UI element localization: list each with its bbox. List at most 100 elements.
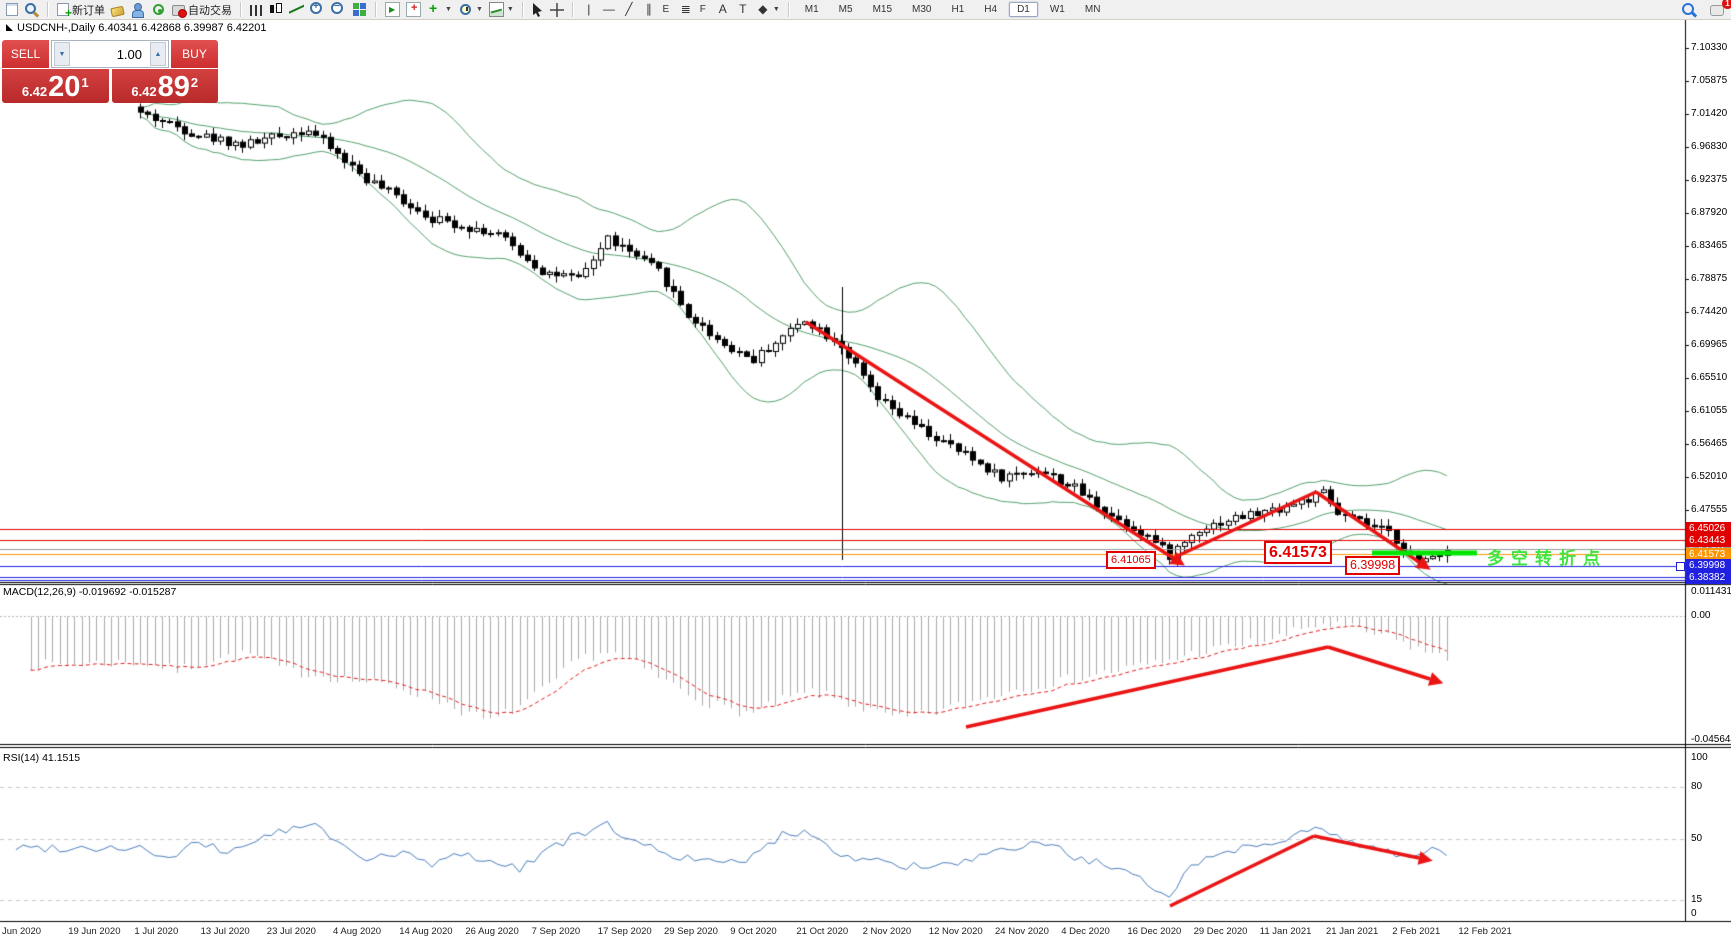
text-icon: A [718,2,727,16]
timeframe-button-m15[interactable]: M15 [872,4,893,15]
timeframe-button-mn[interactable]: MN [1084,4,1101,15]
toolbar-group-windows [0,0,45,19]
search-icon [1681,2,1696,17]
price-badge: 6.45026 [1686,522,1731,536]
macd-tick: 0.011431 [1691,586,1731,597]
volume-increase-button[interactable]: ▲ [150,42,166,66]
signals-icon [153,4,164,15]
volume-decrease-button[interactable]: ▼ [54,42,70,66]
autotrade-icon [172,5,187,18]
time-axis-label: 21 Oct 2020 [796,926,849,937]
equidistant-channel-button[interactable]: ∥ E [639,1,676,18]
time-axis-label: 12 Feb 2021 [1458,926,1512,937]
profile-button[interactable] [127,1,148,18]
channel-letter: E [662,4,670,15]
timeframe-button-h4[interactable]: H4 [984,4,998,15]
time-axis-label: 11 Jan 2021 [1259,926,1312,937]
toolbar-group-trading: 新订单 自动交易 [51,0,238,20]
buy-price-box[interactable]: 6.42 89 2 [111,69,218,103]
sell-price-box[interactable]: 6.42 20 1 [2,69,109,103]
line-chart-button[interactable] [286,1,307,18]
price-tick: 6.92375 [1691,174,1728,186]
bar-chart-icon [250,5,262,16]
line-chart-icon [289,2,304,17]
time-axis-label: 19 Jun 2020 [68,926,121,937]
chart-title: USDCNH-,Daily 6.40341 6.42868 6.39987 6.… [6,22,267,34]
buy-button[interactable]: BUY [171,40,218,68]
bar-chart-button[interactable] [247,2,265,17]
timeframe-button-m30[interactable]: M30 [912,4,932,15]
time-axis-label: 12 Nov 2020 [928,926,983,937]
price-tick: 6.83465 [1691,239,1728,251]
auto-scroll-button[interactable] [382,1,403,18]
hline-selection-handle[interactable] [1676,562,1685,571]
price-tick: 6.65510 [1691,371,1728,383]
sell-button[interactable]: SELL [2,40,49,68]
add-indicator-button[interactable]: ▼ [424,0,455,18]
search-button[interactable] [1678,1,1699,18]
vertical-line-button[interactable]: | [579,1,599,18]
macd-tick: -0.045644 [1691,734,1731,745]
zoom-out-button[interactable] [328,1,349,18]
time-axis-label: 29 Sep 2020 [664,926,718,937]
new-order-button[interactable]: 新订单 [54,1,108,20]
timeframe-button-d1[interactable]: D1 [1009,2,1038,17]
zoom-out-icon [331,1,346,17]
candlestick-chart-button[interactable] [265,1,286,18]
timeframe-button-w1[interactable]: W1 [1049,4,1065,15]
price-tick: 6.56465 [1691,438,1728,450]
price-label-low2[interactable]: 6.39998 [1345,556,1401,575]
text-label-button[interactable]: T [733,1,753,18]
indicator-windows-button[interactable]: ▼ [486,1,517,18]
candlestick-chart-icon [268,2,283,17]
timeframe-button-m1[interactable]: M1 [804,4,819,15]
price-tick: 6.74420 [1691,306,1728,318]
metaeditor-button[interactable] [108,3,127,17]
periods-button[interactable]: ▼ [455,1,486,18]
cursor-button[interactable] [529,2,547,18]
timeframe-button-h1[interactable]: H1 [951,4,965,15]
chat-badge: 1 [1722,0,1731,9]
shapes-button[interactable]: ◆ ▼ [753,1,783,18]
price-tick: 6.61055 [1691,404,1728,416]
price-label-peak[interactable]: 6.41573 [1264,541,1332,564]
tile-windows-button[interactable] [349,1,370,18]
turning-point-label[interactable]: 多空转折点 [1487,549,1607,568]
horizontal-line-button[interactable]: — [599,1,619,18]
crosshair-button[interactable] [547,2,567,18]
chat-button[interactable]: 1 [1707,0,1731,17]
price-badge: 6.38382 [1686,570,1731,584]
fibonacci-button[interactable]: ≣ F [676,1,713,18]
volume-input[interactable] [72,45,148,63]
chart-shift-button[interactable] [403,1,424,18]
toolbar-separator [240,2,242,17]
price-label-low1[interactable]: 6.41065 [1106,551,1156,569]
sell-price-small: 6.42 [21,84,48,99]
market-watch-button[interactable] [21,1,42,18]
time-axis-label: 7 Sep 2020 [531,926,581,937]
price-tick: 7.01420 [1691,107,1728,119]
toolbar-separator [521,2,524,17]
text-button[interactable]: A [713,1,733,18]
toolbar-separator [375,2,377,17]
timeframe-button-m5[interactable]: M5 [838,4,853,15]
zoom-in-button[interactable] [307,1,328,18]
timeframe-toolbar: M1 M5 M15 M30 H1 H4 D1 W1 MN [792,0,1114,19]
time-axis-label: 26 Aug 2020 [465,926,519,937]
signals-button[interactable] [148,1,169,18]
time-axis-label: 4 Dec 2020 [1061,926,1110,937]
crosshair-icon [549,2,564,17]
sell-price-sup: 1 [81,75,89,90]
autotrade-button[interactable]: 自动交易 [169,1,235,19]
new-chart-button[interactable] [3,2,21,17]
time-axis-label: 1 Jul 2020 [134,926,179,937]
chart-title-text: USDCNH-,Daily 6.40341 6.42868 6.39987 6.… [17,22,267,34]
autotrade-label: 自动交易 [188,4,232,17]
toolbar-group-cursor [526,0,570,19]
trendline-button[interactable]: ╱ [619,1,639,18]
dropdown-caret-icon: ▼ [506,6,514,13]
new-order-icon [57,3,72,20]
horizontal-line-icon: — [602,2,615,16]
